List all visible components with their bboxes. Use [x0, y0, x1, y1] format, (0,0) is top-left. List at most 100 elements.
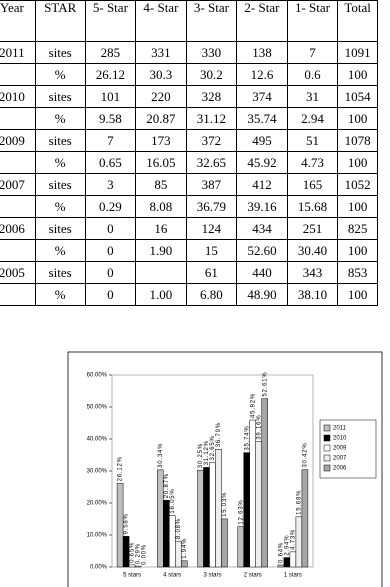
bar [215, 449, 222, 568]
data-label: 0.64% [278, 542, 284, 563]
table-cell: STAR [34, 0, 86, 42]
x-tick-label: 3 stars [203, 573, 221, 579]
table-row: % 9.58 20.87 31.12 35.74 2.94 100 [0, 107, 378, 130]
data-label: 15.68% [296, 490, 302, 515]
table-cell: 2011 [0, 41, 36, 64]
data-label: 15.03% [222, 492, 228, 517]
data-label: 9.58% [124, 513, 130, 534]
y-tick-label: 0.00% [90, 565, 108, 571]
table-cell: 0 [84, 283, 137, 306]
data-label: 35.74% [244, 425, 250, 450]
data-label: 52.61% [262, 371, 268, 396]
bar [249, 419, 256, 568]
table-cell: sites [34, 41, 86, 64]
bar [157, 469, 164, 568]
bar [221, 518, 228, 568]
table-cell: 1.00 [135, 283, 187, 306]
table-cell: sites [34, 173, 86, 196]
data-label: 30.25% [198, 443, 204, 468]
y-tick-label: 20.00% [87, 501, 108, 507]
data-label: 32.65% [210, 435, 216, 460]
bar [261, 398, 268, 568]
bar [163, 499, 170, 568]
legend-label: 2006 [333, 466, 347, 472]
table-row: % 0.65 16.05 32.65 45.92 4.73 100 [0, 151, 378, 174]
y-tick-label: 10.00% [87, 533, 108, 539]
bar [289, 551, 297, 568]
table-cell: 100 [337, 195, 378, 218]
x-tick-label: 4 stars [163, 573, 181, 579]
table-cell: 1091 [337, 41, 378, 64]
bar [181, 560, 188, 568]
data-label: 2.94% [284, 535, 290, 556]
legend-label: 2010 [333, 436, 347, 442]
legend-label: 2011 [333, 426, 347, 432]
bar [283, 557, 291, 568]
data-label: 0.65% [130, 542, 136, 563]
table-row: 2011 sites 285 331 330 138 7 1091 [0, 41, 378, 64]
bar [209, 462, 216, 568]
table-row: 2009 sites 7 173 372 495 51 1078 [0, 129, 378, 152]
table-cell: 1054 [337, 85, 378, 108]
bar [203, 467, 210, 568]
table-cell: 39.16 [236, 195, 288, 218]
table-cell: Total [337, 0, 378, 42]
bar [255, 441, 262, 568]
table-cell: 20.87 [135, 107, 187, 130]
data-label: 45.92% [250, 393, 256, 418]
bar [116, 483, 124, 568]
table-row: 2010 sites 101 220 328 374 31 1054 [0, 85, 378, 108]
table-cell: sites [34, 217, 86, 240]
data-label: 36.79% [216, 422, 222, 447]
table-cell: 2010 [0, 85, 36, 108]
data-label: 4.73% [290, 529, 296, 550]
table-row: % 0 1.90 15 52.60 30.40 100 [0, 239, 378, 262]
table-cell: 100 [337, 239, 378, 262]
bar [237, 526, 244, 568]
table-cell: 2009 [0, 129, 36, 152]
data-label: 0.29% [136, 543, 142, 564]
table-cell: 853 [337, 261, 378, 284]
y-tick-label: 40.00% [87, 437, 108, 443]
bar [169, 515, 176, 568]
data-label: 26.12% [118, 456, 124, 481]
bar [122, 536, 130, 568]
data-label: 30.34% [158, 443, 164, 468]
table-cell: 16 [135, 217, 187, 240]
data-label: 30.42% [302, 442, 308, 467]
data-label: 1.94% [182, 538, 188, 559]
bar [175, 540, 182, 568]
legend-swatch [323, 424, 331, 432]
table-cell: 124 [185, 217, 238, 240]
table-cell: 285 [84, 41, 137, 64]
y-tick-label: 60.00% [87, 373, 108, 379]
table-cell: 52.60 [236, 239, 288, 262]
legend-swatch [323, 444, 331, 452]
x-tick-label: 5 stars [123, 573, 141, 579]
bar [128, 564, 136, 568]
x-tick-label: 2 stars [244, 573, 262, 579]
data-label: 0.00% [142, 544, 148, 565]
legend-swatch [323, 464, 331, 472]
legend-label: 2007 [333, 456, 347, 462]
table-cell: 36.79 [185, 195, 238, 218]
table-cell: Year [0, 0, 36, 42]
table-cell: 48.90 [236, 283, 288, 306]
bar [295, 516, 303, 568]
legend-label: 2009 [333, 446, 347, 452]
data-label: 31.12% [204, 440, 210, 465]
table-cell: 165 [286, 173, 339, 196]
data-label: 12.63% [238, 499, 244, 524]
legend-swatch [323, 454, 331, 462]
table-cell: 2007 [0, 173, 36, 196]
data-label: 8.08% [176, 518, 182, 539]
table-cell: 825 [337, 217, 378, 240]
x-tick-label: 1 stars [284, 573, 302, 579]
table-cell: 1- Star [286, 0, 339, 42]
table-row: % 0 1.00 6.80 48.90 38.10 100 [0, 283, 378, 306]
legend-swatch [323, 434, 331, 442]
table-cell: 100 [337, 151, 378, 174]
table-cell: 495 [236, 129, 288, 152]
